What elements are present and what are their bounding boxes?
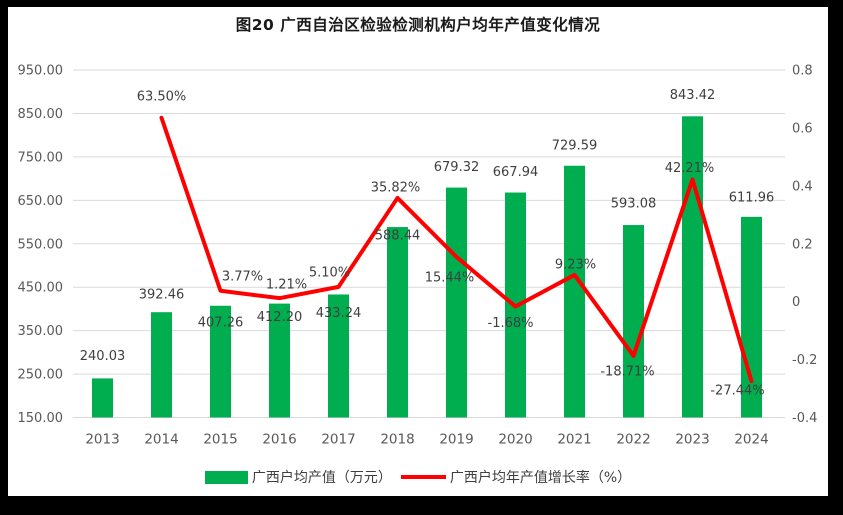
bar-value-label: 843.42	[670, 88, 716, 103]
bar-2013	[92, 378, 113, 418]
bar-2019	[446, 187, 467, 418]
line-point-label: 35.82%	[371, 180, 421, 195]
line-point-label: 42.21%	[665, 161, 715, 176]
left-axis-tick-label: 950.00	[18, 64, 64, 79]
bar-2014	[151, 312, 172, 418]
line-point-label: 9.23%	[555, 257, 596, 272]
bar-2018	[387, 227, 408, 418]
x-axis-label-2013: 2013	[85, 432, 119, 448]
left-axis-tick-label: 750.00	[18, 150, 64, 165]
right-axis-tick-label: -0.2	[792, 353, 817, 368]
bar-value-label: 588.44	[375, 229, 421, 244]
chart-legend: 广西户均产值（万元） 广西户均年产值增长率（%）	[8, 464, 828, 490]
bar-2016	[269, 303, 290, 418]
bar-value-label: 407.26	[198, 315, 244, 330]
right-axis-tick-label: 0.4	[792, 179, 813, 194]
bar-2015	[210, 305, 231, 418]
left-axis-tick-label: 550.00	[18, 237, 64, 252]
left-axis-tick-label: 250.00	[18, 368, 64, 383]
bar-value-label: 611.96	[729, 190, 775, 205]
bar-value-label: 392.46	[139, 288, 185, 303]
line-point-label: 15.44%	[425, 271, 475, 286]
line-point-label: -1.68%	[488, 316, 534, 331]
bar-2022	[623, 225, 644, 418]
bar-value-label: 433.24	[316, 306, 362, 321]
right-axis-tick-label: 0.6	[792, 121, 813, 136]
line-point-label: 63.50%	[137, 89, 187, 104]
bar-series-swatch-icon	[204, 470, 248, 484]
chart-title: 图20 广西自治区检验检测机构户均年产值变化情况	[235, 16, 601, 34]
right-axis-tick-label: 0.2	[792, 237, 813, 252]
legend-item-bar-series: 广西户均产值（万元）	[204, 467, 392, 487]
line-point-label: 5.10%	[309, 265, 350, 280]
line-point-label: 3.77%	[222, 269, 263, 284]
bar-value-label: 667.94	[493, 165, 539, 180]
left-axis-tick-label: 650.00	[18, 194, 64, 209]
x-axis-label-2014: 2014	[144, 432, 178, 448]
x-axis-label-2016: 2016	[262, 432, 296, 448]
left-axis-tick-label: 150.00	[18, 411, 64, 426]
line-point-label: 1.21%	[266, 278, 307, 293]
right-axis-tick-label: 0.8	[792, 64, 813, 79]
x-axis-label-2023: 2023	[675, 432, 709, 448]
right-axis-tick-label: -0.4	[792, 411, 817, 426]
x-axis-label-2019: 2019	[439, 432, 473, 448]
left-axis-tick-label: 350.00	[18, 324, 64, 339]
bar-value-label: 593.08	[611, 197, 657, 212]
x-axis-label-2022: 2022	[616, 432, 650, 448]
left-axis-tick-label: 850.00	[18, 107, 64, 122]
line-point-label: -27.44%	[710, 384, 764, 399]
line-point-label: -18.71%	[600, 364, 654, 379]
right-axis-tick-label: 0	[792, 295, 800, 310]
x-axis-label-2020: 2020	[498, 432, 532, 448]
x-axis-label-2018: 2018	[380, 432, 414, 448]
bar-2017	[328, 294, 349, 418]
bar-value-label: 679.32	[434, 160, 480, 175]
line-series-swatch-icon	[400, 475, 446, 479]
left-axis-tick-label: 450.00	[18, 281, 64, 296]
bar-value-label: 240.03	[80, 349, 126, 364]
bar-value-label: 412.20	[257, 310, 303, 325]
growth-rate-line	[159, 115, 754, 384]
legend-bar-series-label: 广西户均产值（万元）	[251, 470, 392, 486]
x-axis-label-2015: 2015	[203, 432, 237, 448]
bar-value-label: 729.59	[552, 138, 598, 153]
x-axis-label-2024: 2024	[734, 432, 768, 448]
x-axis-label-2017: 2017	[321, 432, 355, 448]
legend-item-line-series: 广西户均年产值增长率（%）	[400, 467, 632, 487]
bar-2021	[564, 165, 585, 418]
x-axis-label-2021: 2021	[557, 432, 591, 448]
legend-line-series-label: 广西户均年产值增长率（%）	[449, 470, 632, 486]
